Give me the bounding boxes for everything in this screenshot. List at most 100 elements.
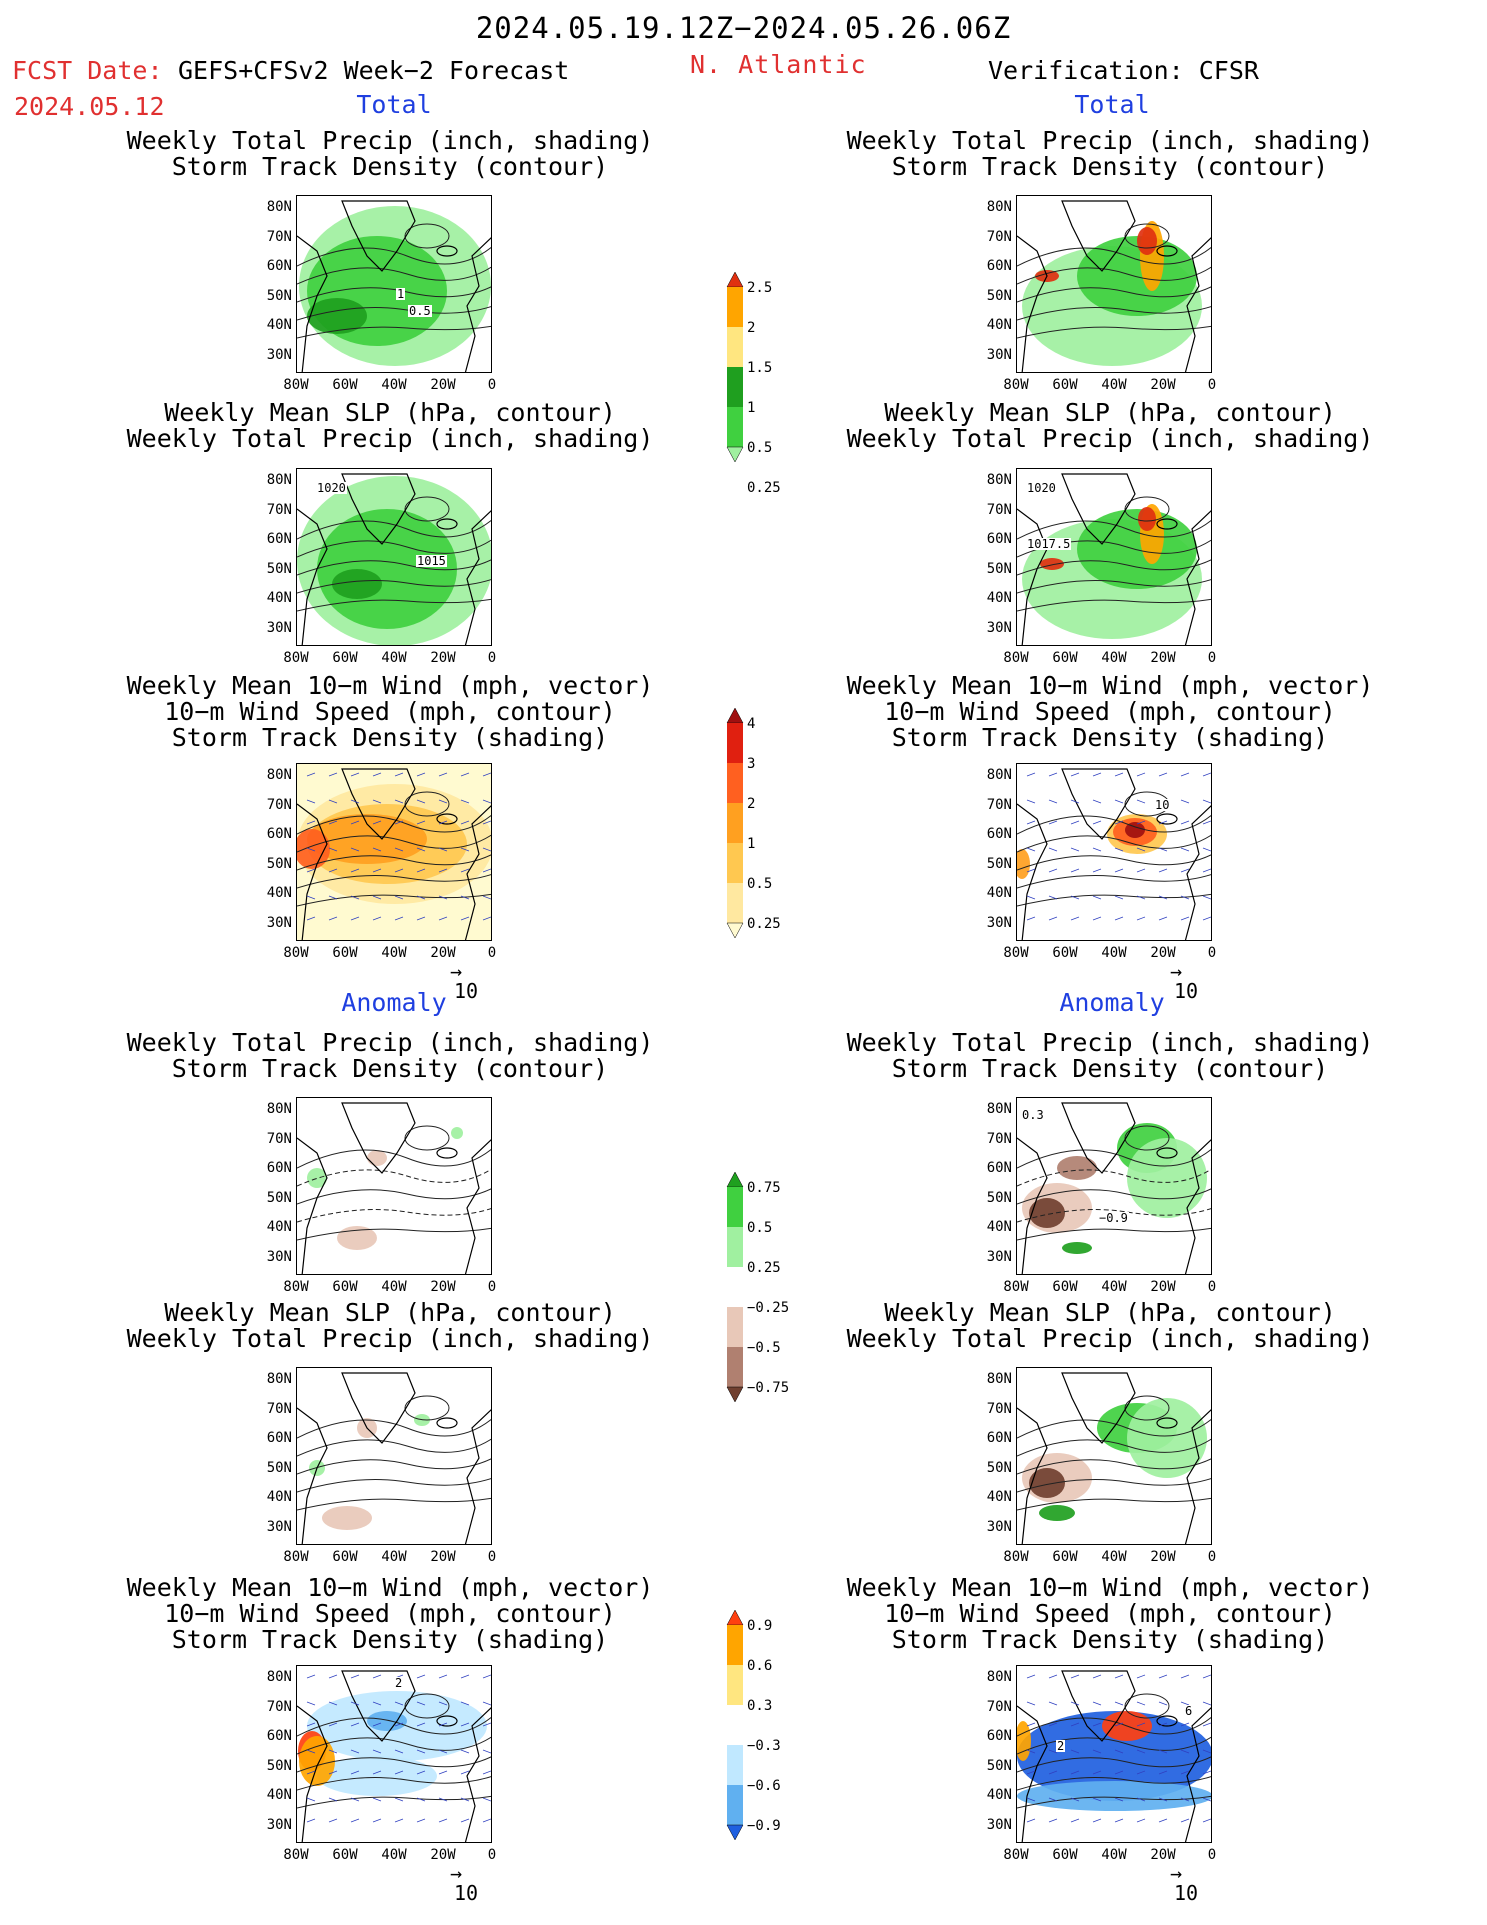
wind-vector	[482, 820, 491, 825]
lat-tick-label: 60N	[986, 1430, 1012, 1446]
section-anomaly-right: Anomaly	[1059, 988, 1165, 1017]
contour-line	[1017, 1458, 1211, 1475]
contour-label: 10	[1154, 798, 1171, 812]
wind-vector	[1136, 1722, 1146, 1727]
wind-vector	[372, 820, 382, 825]
wind-vector	[394, 868, 404, 873]
colorbar-tick-label: 1.5	[747, 360, 773, 376]
coastline-europe-africa	[464, 510, 491, 645]
forecast-total-precip-storm-panel	[296, 195, 492, 373]
contour-line	[1017, 1438, 1211, 1457]
wind-vector	[1202, 1770, 1211, 1775]
lat-tick-label: 30N	[266, 1518, 292, 1535]
coastline-north-america	[1017, 1137, 1048, 1274]
lat-tick-label: 70N	[266, 1698, 292, 1715]
wind-vector	[306, 799, 316, 804]
wind-vector	[328, 847, 338, 852]
forecast-anom-wind-storm-panel-map	[297, 1666, 491, 1842]
contour-line	[1124, 1693, 1170, 1719]
wind-vector	[1048, 1797, 1058, 1802]
contour-line	[1017, 266, 1211, 285]
lon-tick-label: 80W	[283, 945, 309, 961]
lat-tick-label: 50N	[266, 1189, 292, 1206]
wind-vector	[482, 1818, 491, 1823]
colorbar-cap	[726, 1171, 744, 1188]
wind-vector	[1070, 1770, 1080, 1775]
panel-background	[1017, 764, 1211, 940]
colorbar-segment	[727, 1347, 743, 1387]
lon-tick-label: 60W	[1052, 1279, 1078, 1295]
lon-tick-label: 60W	[332, 1549, 358, 1565]
lat-tick-label: 30N	[266, 914, 292, 931]
contour-line	[1017, 246, 1211, 267]
wind-vector	[328, 1722, 338, 1727]
contour-line	[297, 1756, 491, 1773]
lat-tick-label: 70N	[266, 501, 292, 518]
lat-tick-label: 40N	[266, 885, 292, 901]
lat-tick-label: 50N	[266, 560, 292, 577]
colorbar-tick-label: 0.5	[747, 1220, 773, 1236]
colorbar-segment	[727, 763, 743, 803]
contour-line	[297, 1227, 491, 1241]
lat-tick-label: 30N	[986, 346, 1012, 363]
wind-vector	[1114, 1818, 1124, 1823]
wind-vector	[1048, 1674, 1058, 1679]
contour-line	[1017, 1716, 1211, 1737]
wind-vector	[1202, 1722, 1211, 1727]
wind-vector	[1114, 1770, 1124, 1775]
wind-vector	[328, 1770, 338, 1775]
coastline-europe-africa	[464, 237, 491, 372]
wind-vector	[482, 895, 491, 900]
vector-ref-label: 10	[1174, 1881, 1199, 1905]
lat-tick-label: 40N	[266, 1787, 292, 1803]
lon-tick-label: 0	[1207, 1847, 1217, 1863]
wind-vector	[1114, 799, 1124, 804]
wind-vector	[306, 847, 316, 852]
lon-tick-label: 20W	[1150, 1847, 1176, 1863]
coastline-greenland	[341, 1670, 416, 1742]
colorbar-segment	[727, 1745, 743, 1785]
contour-line	[1124, 1395, 1170, 1421]
lat-tick-label: 80N	[266, 199, 292, 215]
colorbar-tick-label: −0.75	[747, 1380, 790, 1396]
fcst-date-label: FCST Date:	[12, 56, 163, 85]
forecast-total-wind-storm-panel	[296, 763, 492, 941]
verif-total-wind-storm-title-line: 10−m Wind Speed (mph, contour)	[884, 697, 1336, 726]
shading-region	[1138, 507, 1156, 531]
lon-tick-label: 60W	[332, 945, 358, 961]
coastline-north-america	[1017, 803, 1048, 940]
lat-tick-label: 40N	[266, 1489, 292, 1505]
wind-vector	[1180, 1674, 1190, 1679]
lon-tick-label: 20W	[430, 1279, 456, 1295]
lat-tick-label: 50N	[266, 287, 292, 304]
wind-vector	[328, 868, 338, 873]
wind-vector	[1070, 1674, 1080, 1679]
contour-line	[404, 791, 450, 817]
verif-total-wind-storm-title-line: Storm Track Density (shading)	[891, 723, 1329, 752]
contour-line	[1017, 1497, 1211, 1511]
wind-vector	[1092, 1722, 1102, 1727]
wind-vector	[460, 820, 470, 825]
wind-vector	[1092, 1674, 1102, 1679]
wind-vector	[394, 799, 404, 804]
contour-line	[1017, 1736, 1211, 1755]
verif-total-precip-storm-panel-map	[1017, 196, 1211, 372]
forecast-anom-precip-storm-panel	[296, 1097, 492, 1275]
lon-tick-label: 80W	[1003, 650, 1029, 666]
forecast-total-slp-precip-panel-map	[297, 469, 491, 645]
contour-label: 0.3	[1021, 1108, 1045, 1122]
wind-vector	[394, 1797, 404, 1802]
lat-tick-label: 80N	[266, 1669, 292, 1685]
wind-vector	[1026, 1701, 1036, 1706]
forecast-anom-slp-precip-title-line: Weekly Total Precip (inch, shading)	[126, 1324, 654, 1353]
lat-tick-label: 40N	[266, 317, 292, 333]
wind-vector	[328, 1797, 338, 1802]
colorbar-tick-label: 0.5	[747, 876, 773, 892]
wind-vector	[1092, 799, 1102, 804]
coastline-europe-africa	[1184, 805, 1211, 940]
wind-vector	[350, 895, 360, 900]
lon-tick-label: 80W	[1003, 945, 1029, 961]
colorbar-segment	[727, 803, 743, 843]
wind-vector	[1114, 916, 1124, 921]
wind-vector	[1158, 1701, 1168, 1706]
